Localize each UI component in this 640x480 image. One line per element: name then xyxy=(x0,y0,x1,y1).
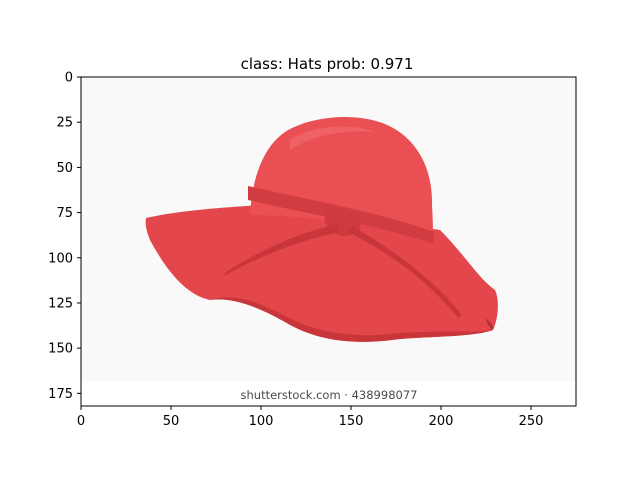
hat-brim-edge xyxy=(486,318,494,330)
y-tick-label: 125 xyxy=(48,296,73,311)
y-tick-label: 75 xyxy=(56,206,73,221)
y-tick-label: 100 xyxy=(48,251,73,266)
watermark-band xyxy=(81,381,576,406)
x-axis: 0 50 100 150 200 250 xyxy=(77,406,544,429)
x-tick-label: 50 xyxy=(163,414,180,429)
y-tick-label: 25 xyxy=(56,116,73,131)
red-hat xyxy=(145,117,498,342)
watermark-text: shutterstock.com · 438998077 xyxy=(241,388,418,402)
hat-crown-highlight xyxy=(290,126,375,150)
plot-title: class: Hats prob: 0.971 xyxy=(241,55,414,73)
hat-ribbon-right xyxy=(348,226,462,318)
hat-brim xyxy=(145,205,498,342)
x-tick-label: 0 xyxy=(77,414,85,429)
hat-brim-shadow xyxy=(210,297,493,342)
y-tick-label: 50 xyxy=(56,161,73,176)
x-tick-label: 250 xyxy=(519,414,544,429)
x-tick-label: 100 xyxy=(249,414,274,429)
y-axis: 0 25 50 75 100 125 150 175 xyxy=(48,71,81,402)
y-tick-label: 175 xyxy=(48,387,73,402)
y-tick-label: 150 xyxy=(48,342,73,357)
y-tick-label: 0 xyxy=(65,71,73,86)
hat-ribbon-left xyxy=(224,224,340,276)
image-area: shutterstock.com · 438998077 xyxy=(81,77,576,406)
axes-frame xyxy=(80,76,577,407)
x-tick-label: 150 xyxy=(339,414,364,429)
x-tick-label: 200 xyxy=(429,414,454,429)
